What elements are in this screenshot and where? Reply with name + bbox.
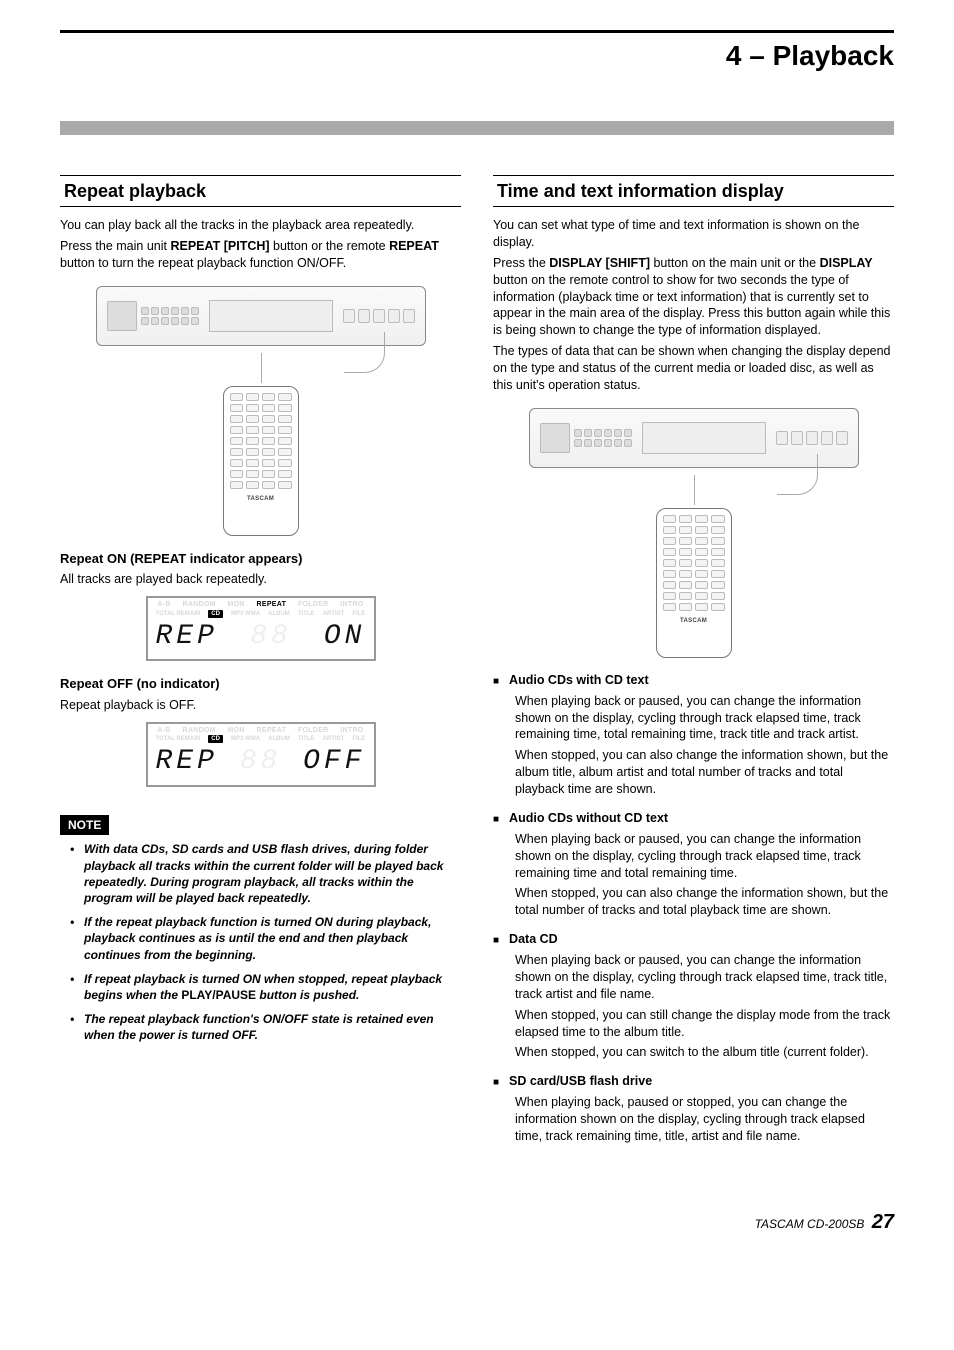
- para: When stopped, you can also change the in…: [515, 885, 894, 919]
- page-number: 27: [872, 1211, 894, 1233]
- page-footer: TASCAM CD-200SB 27: [60, 1209, 894, 1236]
- para: When playing back or paused, you can cha…: [515, 831, 894, 882]
- remote-brand: TASCAM: [663, 617, 725, 625]
- note-item: If the repeat playback function is turne…: [74, 914, 461, 963]
- note-item: With data CDs, SD cards and USB flash dr…: [74, 841, 461, 906]
- para: When playing back or paused, you can cha…: [515, 693, 894, 744]
- remote-illustration: TASCAM: [656, 508, 732, 658]
- para: When stopped, you can also change the in…: [515, 747, 894, 798]
- note-item: The repeat playback function's ON/OFF st…: [74, 1011, 461, 1043]
- para: When stopped, you can still change the d…: [515, 1007, 894, 1041]
- figure-main-unit-right: TASCAM: [493, 408, 894, 658]
- section-heading-repeat: Repeat playback: [60, 175, 461, 207]
- right-column: Time and text information display You ca…: [493, 175, 894, 1149]
- figure-main-unit: TASCAM: [60, 286, 461, 536]
- remote-illustration: TASCAM: [223, 386, 299, 536]
- note-label: NOTE: [60, 815, 109, 835]
- lcd-repeat-off: A-BRANDOMMONREPEATFOLDERINTRO TOTAL REMA…: [146, 722, 376, 787]
- footer-brand: TASCAM CD-200SB: [755, 1217, 865, 1231]
- chapter-top-rule: [60, 30, 894, 33]
- chapter-heading: 4 – Playback: [60, 37, 894, 81]
- sub-audio-cd-no-text: Audio CDs without CD text: [493, 810, 894, 827]
- para: You can play back all the tracks in the …: [60, 217, 461, 234]
- remote-brand: TASCAM: [230, 495, 292, 503]
- para: Press the main unit REPEAT [PITCH] butto…: [60, 238, 461, 272]
- button-ref: REPEAT: [389, 239, 439, 253]
- para: Repeat playback is OFF.: [60, 697, 461, 714]
- subheading-repeat-off: Repeat OFF (no indicator): [60, 675, 461, 693]
- sub-data-cd: Data CD: [493, 931, 894, 948]
- note-list: With data CDs, SD cards and USB flash dr…: [60, 841, 461, 1043]
- para: All tracks are played back repeatedly.: [60, 571, 461, 588]
- para: The types of data that can be shown when…: [493, 343, 894, 394]
- sub-sd-usb: SD card/USB flash drive: [493, 1073, 894, 1090]
- lcd-repeat-on: A-BRANDOMMONREPEATFOLDERINTRO TOTAL REMA…: [146, 596, 376, 661]
- para: You can set what type of time and text i…: [493, 217, 894, 251]
- device-illustration: [96, 286, 426, 346]
- note-item: If repeat playback is turned ON when sto…: [74, 971, 461, 1003]
- para: When playing back, paused or stopped, yo…: [515, 1094, 894, 1145]
- device-illustration: [529, 408, 859, 468]
- para: When playing back or paused, you can cha…: [515, 952, 894, 1003]
- left-column: Repeat playback You can play back all th…: [60, 175, 461, 1149]
- para: When stopped, you can switch to the albu…: [515, 1044, 894, 1061]
- button-ref: DISPLAY [SHIFT]: [549, 256, 650, 270]
- subheading-repeat-on: Repeat ON (REPEAT indicator appears): [60, 550, 461, 568]
- button-ref: REPEAT [PITCH]: [170, 239, 269, 253]
- button-ref: DISPLAY: [820, 256, 873, 270]
- para: Press the DISPLAY [SHIFT] button on the …: [493, 255, 894, 339]
- sub-audio-cd-text: Audio CDs with CD text: [493, 672, 894, 689]
- section-heading-time: Time and text information display: [493, 175, 894, 207]
- chapter-gray-bar: [60, 121, 894, 135]
